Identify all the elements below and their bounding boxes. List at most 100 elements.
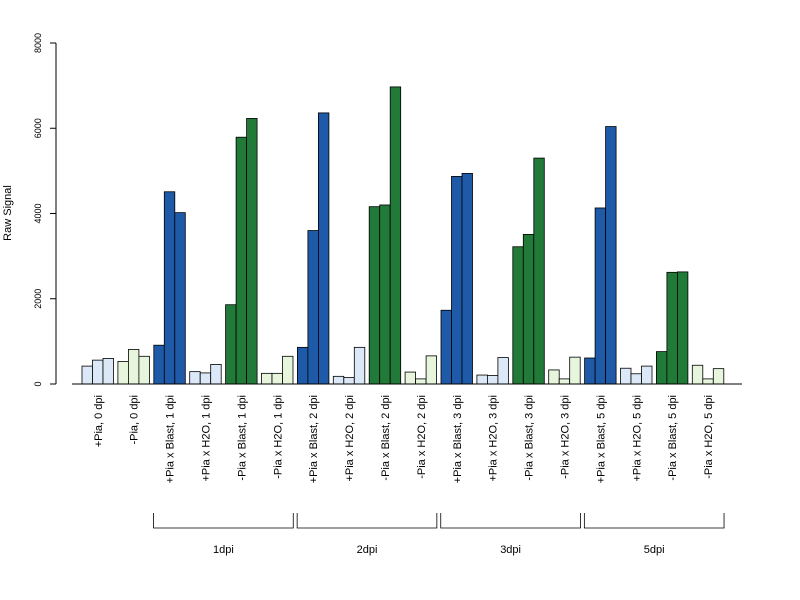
- category-label: +Pia x Blast, 2 dpi: [308, 395, 320, 483]
- bar: [296, 346, 309, 385]
- bar: [81, 365, 93, 385]
- bar-group: [548, 356, 581, 385]
- y-axis: 0 2000 4000 6000 8000: [33, 33, 57, 387]
- bar: [379, 204, 391, 385]
- bar-group: [620, 365, 653, 385]
- bar: [317, 112, 330, 385]
- category-label: -Pia x Blast, 2 dpi: [380, 395, 392, 481]
- bar: [656, 351, 668, 385]
- category-label: -Pia x Blast, 3 dpi: [524, 395, 536, 481]
- bar: [440, 309, 452, 385]
- bar: [558, 378, 571, 385]
- group-label: 2dpi: [357, 544, 378, 556]
- bar-group: [691, 364, 725, 385]
- bar: [666, 271, 678, 385]
- group-label: 1dpi: [213, 544, 234, 556]
- category-label: -Pia x Blast, 1 dpi: [236, 395, 248, 481]
- bar-group: [584, 126, 617, 385]
- category-label: -Pia x Blast, 5 dpi: [667, 395, 679, 481]
- bar: [594, 207, 606, 385]
- bar: [153, 344, 165, 385]
- bracket-line: [153, 513, 294, 529]
- bracket-line: [296, 513, 438, 529]
- category-label: +Pia x H2O, 3 dpi: [488, 395, 500, 482]
- bar: [225, 304, 237, 385]
- bar: [343, 377, 355, 385]
- category-label: +Pia x Blast, 5 dpi: [595, 395, 607, 483]
- group-bracket: 2dpi: [296, 513, 438, 556]
- bar: [584, 357, 596, 385]
- group-label: 3dpi: [500, 544, 521, 556]
- y-tick-label: 4000: [33, 203, 43, 223]
- bar-group: [404, 355, 438, 385]
- bar: [476, 374, 488, 385]
- y-axis-label: Raw Signal: [2, 185, 14, 241]
- bar: [605, 126, 617, 385]
- category-label: -Pia x H2O, 5 dpi: [703, 395, 715, 479]
- y-tick-label: 6000: [33, 118, 43, 138]
- bracket-line: [583, 513, 725, 529]
- bar: [117, 361, 129, 385]
- bar: [163, 191, 176, 385]
- bar: [246, 118, 258, 385]
- category-label: -Pia x H2O, 1 dpi: [272, 395, 284, 479]
- category-label: +Pia x H2O, 2 dpi: [344, 395, 356, 482]
- group-bracket: 1dpi: [153, 513, 294, 556]
- category-label: +Pia x H2O, 1 dpi: [200, 395, 212, 482]
- y-tick-label: 2000: [33, 289, 43, 309]
- category-label: +Pia x Blast, 3 dpi: [452, 395, 464, 483]
- bar-group: [117, 349, 150, 385]
- bar: [199, 372, 212, 385]
- bar: [677, 271, 689, 385]
- bar: [691, 364, 704, 385]
- bar: [271, 372, 283, 385]
- bar: [102, 358, 114, 385]
- bar-group: [153, 191, 186, 385]
- bar-group: [225, 118, 258, 385]
- bar-group: [189, 363, 222, 385]
- group-bracket: 3dpi: [440, 513, 581, 556]
- group-label: 5dpi: [644, 544, 665, 556]
- y-tick-label: 8000: [33, 33, 43, 53]
- bar: [712, 368, 725, 385]
- bar: [486, 375, 499, 385]
- bar-group: [332, 346, 366, 385]
- bar: [533, 157, 545, 385]
- bar: [368, 206, 381, 385]
- bar: [641, 365, 653, 385]
- bar: [425, 355, 438, 385]
- bar: [497, 357, 509, 385]
- category-label: -Pia, 0 dpi: [129, 395, 141, 445]
- bar: [138, 355, 150, 385]
- bar: [261, 372, 273, 385]
- bar: [415, 378, 427, 385]
- bar-group: [81, 358, 114, 385]
- y-tick-label: 0: [33, 381, 43, 386]
- bar: [548, 369, 560, 385]
- bar-group: [296, 112, 330, 385]
- bar: [353, 346, 366, 385]
- bar: [389, 86, 402, 385]
- group-brackets: 1dpi 2dpi 3dpi 5dpi: [153, 513, 725, 556]
- bar: [332, 375, 345, 385]
- bar-group: [261, 355, 294, 385]
- category-label: +Pia, 0 dpi: [93, 395, 105, 447]
- bar: [569, 356, 581, 385]
- category-label: +Pia x Blast, 1 dpi: [165, 395, 177, 483]
- bar: [522, 233, 535, 385]
- bar-group: [656, 271, 689, 385]
- category-labels: +Pia, 0 dpi -Pia, 0 dpi +Pia x Blast, 1 dp…: [93, 395, 715, 483]
- bracket-line: [440, 513, 581, 529]
- bars: [81, 86, 725, 385]
- category-label: -Pia x H2O, 3 dpi: [559, 395, 571, 479]
- bar: [282, 355, 294, 385]
- bar: [174, 212, 186, 385]
- group-bracket: 5dpi: [583, 513, 725, 556]
- bar-group: [368, 86, 402, 385]
- bar: [210, 363, 222, 385]
- bar: [189, 371, 201, 385]
- bar: [461, 173, 473, 385]
- bar: [451, 176, 463, 385]
- bar: [404, 371, 417, 385]
